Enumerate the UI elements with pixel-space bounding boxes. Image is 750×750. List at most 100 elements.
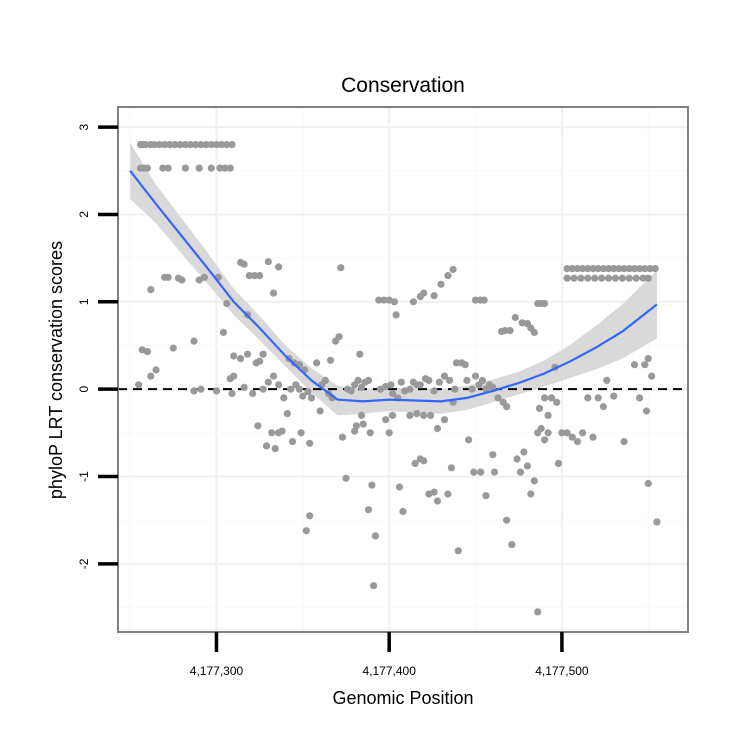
data-point xyxy=(553,398,561,406)
data-point xyxy=(297,429,305,437)
data-point xyxy=(563,265,571,273)
data-point xyxy=(620,265,628,273)
data-point xyxy=(584,274,592,282)
data-point xyxy=(389,389,397,398)
data-point xyxy=(147,372,155,380)
data-point xyxy=(610,265,618,273)
data-point xyxy=(256,357,264,365)
data-point xyxy=(166,141,174,149)
data-point xyxy=(342,474,350,482)
data-point xyxy=(427,411,435,419)
data-point xyxy=(639,274,647,282)
data-point xyxy=(288,438,297,446)
data-point xyxy=(275,381,283,389)
x-tick-label: 4,177,300 xyxy=(190,664,244,678)
plot-background xyxy=(118,107,688,632)
x-axis-ticks: 4,177,300 4,177,400 4,177,500 xyxy=(190,632,589,678)
data-point xyxy=(598,274,606,282)
data-point xyxy=(579,429,587,437)
data-point xyxy=(530,328,538,336)
data-point xyxy=(197,385,205,393)
data-point xyxy=(306,439,314,447)
data-point xyxy=(430,292,438,300)
data-point xyxy=(264,378,272,386)
data-point xyxy=(164,164,172,172)
data-point xyxy=(599,403,608,411)
data-point xyxy=(416,381,424,389)
data-point xyxy=(237,355,245,363)
data-point xyxy=(558,429,566,437)
data-point xyxy=(544,429,552,437)
data-point xyxy=(603,376,611,384)
data-point xyxy=(409,298,417,306)
data-point xyxy=(573,438,582,446)
data-point xyxy=(223,141,231,149)
data-point xyxy=(641,265,649,273)
y-tick-label: -1 xyxy=(77,471,91,482)
data-point xyxy=(644,479,652,488)
data-point xyxy=(186,141,195,149)
data-point xyxy=(433,424,442,433)
data-point xyxy=(142,141,150,149)
data-point xyxy=(240,383,248,391)
data-point xyxy=(161,141,169,149)
data-point xyxy=(192,141,200,149)
data-point xyxy=(413,410,421,418)
data-point xyxy=(420,457,428,465)
data-point xyxy=(259,350,267,358)
data-point xyxy=(364,376,373,384)
data-point xyxy=(470,468,478,476)
data-point xyxy=(530,477,538,485)
data-point xyxy=(207,141,215,149)
data-point xyxy=(316,407,324,415)
data-point xyxy=(392,311,400,319)
data-point xyxy=(449,265,457,274)
data-point xyxy=(527,490,535,498)
data-point xyxy=(375,296,383,304)
data-point xyxy=(554,459,563,467)
data-point xyxy=(216,164,224,172)
data-point xyxy=(278,427,286,435)
data-point xyxy=(147,286,155,294)
data-point xyxy=(370,582,378,590)
data-point xyxy=(547,394,556,402)
data-point xyxy=(406,385,414,393)
data-point xyxy=(630,265,639,273)
data-point xyxy=(218,141,226,149)
data-point xyxy=(611,274,620,282)
plot-border xyxy=(117,106,689,633)
data-point xyxy=(259,385,267,393)
data-point xyxy=(368,481,376,489)
data-point xyxy=(563,429,571,437)
data-point xyxy=(387,381,395,389)
data-point xyxy=(594,394,602,402)
data-point xyxy=(604,265,613,273)
y-axis: -2 -1 0 1 2 3 phyloP LRT conservation scores xyxy=(46,123,118,569)
data-point xyxy=(563,274,571,282)
data-point xyxy=(653,518,661,526)
data-point xyxy=(644,274,652,282)
data-point xyxy=(648,372,656,380)
data-point xyxy=(437,280,445,288)
y-tick-label: -2 xyxy=(77,558,91,569)
data-point xyxy=(399,507,407,516)
data-point xyxy=(304,388,312,396)
data-point xyxy=(223,299,231,308)
data-point xyxy=(594,265,602,273)
data-point xyxy=(503,403,511,411)
data-point xyxy=(195,164,203,172)
data-point xyxy=(335,333,343,341)
data-point xyxy=(176,141,184,149)
data-point xyxy=(356,350,364,358)
data-point xyxy=(513,455,521,463)
data-point xyxy=(380,296,388,304)
x-tick-label: 4,177,500 xyxy=(535,664,589,678)
y-axis-ticks: -2 -1 0 1 2 3 xyxy=(77,123,118,569)
plot-panel xyxy=(117,106,689,633)
data-point xyxy=(620,438,628,446)
data-point xyxy=(644,355,652,363)
data-point xyxy=(389,411,397,419)
data-point xyxy=(283,410,291,418)
data-point xyxy=(636,265,644,273)
data-point xyxy=(143,164,151,172)
